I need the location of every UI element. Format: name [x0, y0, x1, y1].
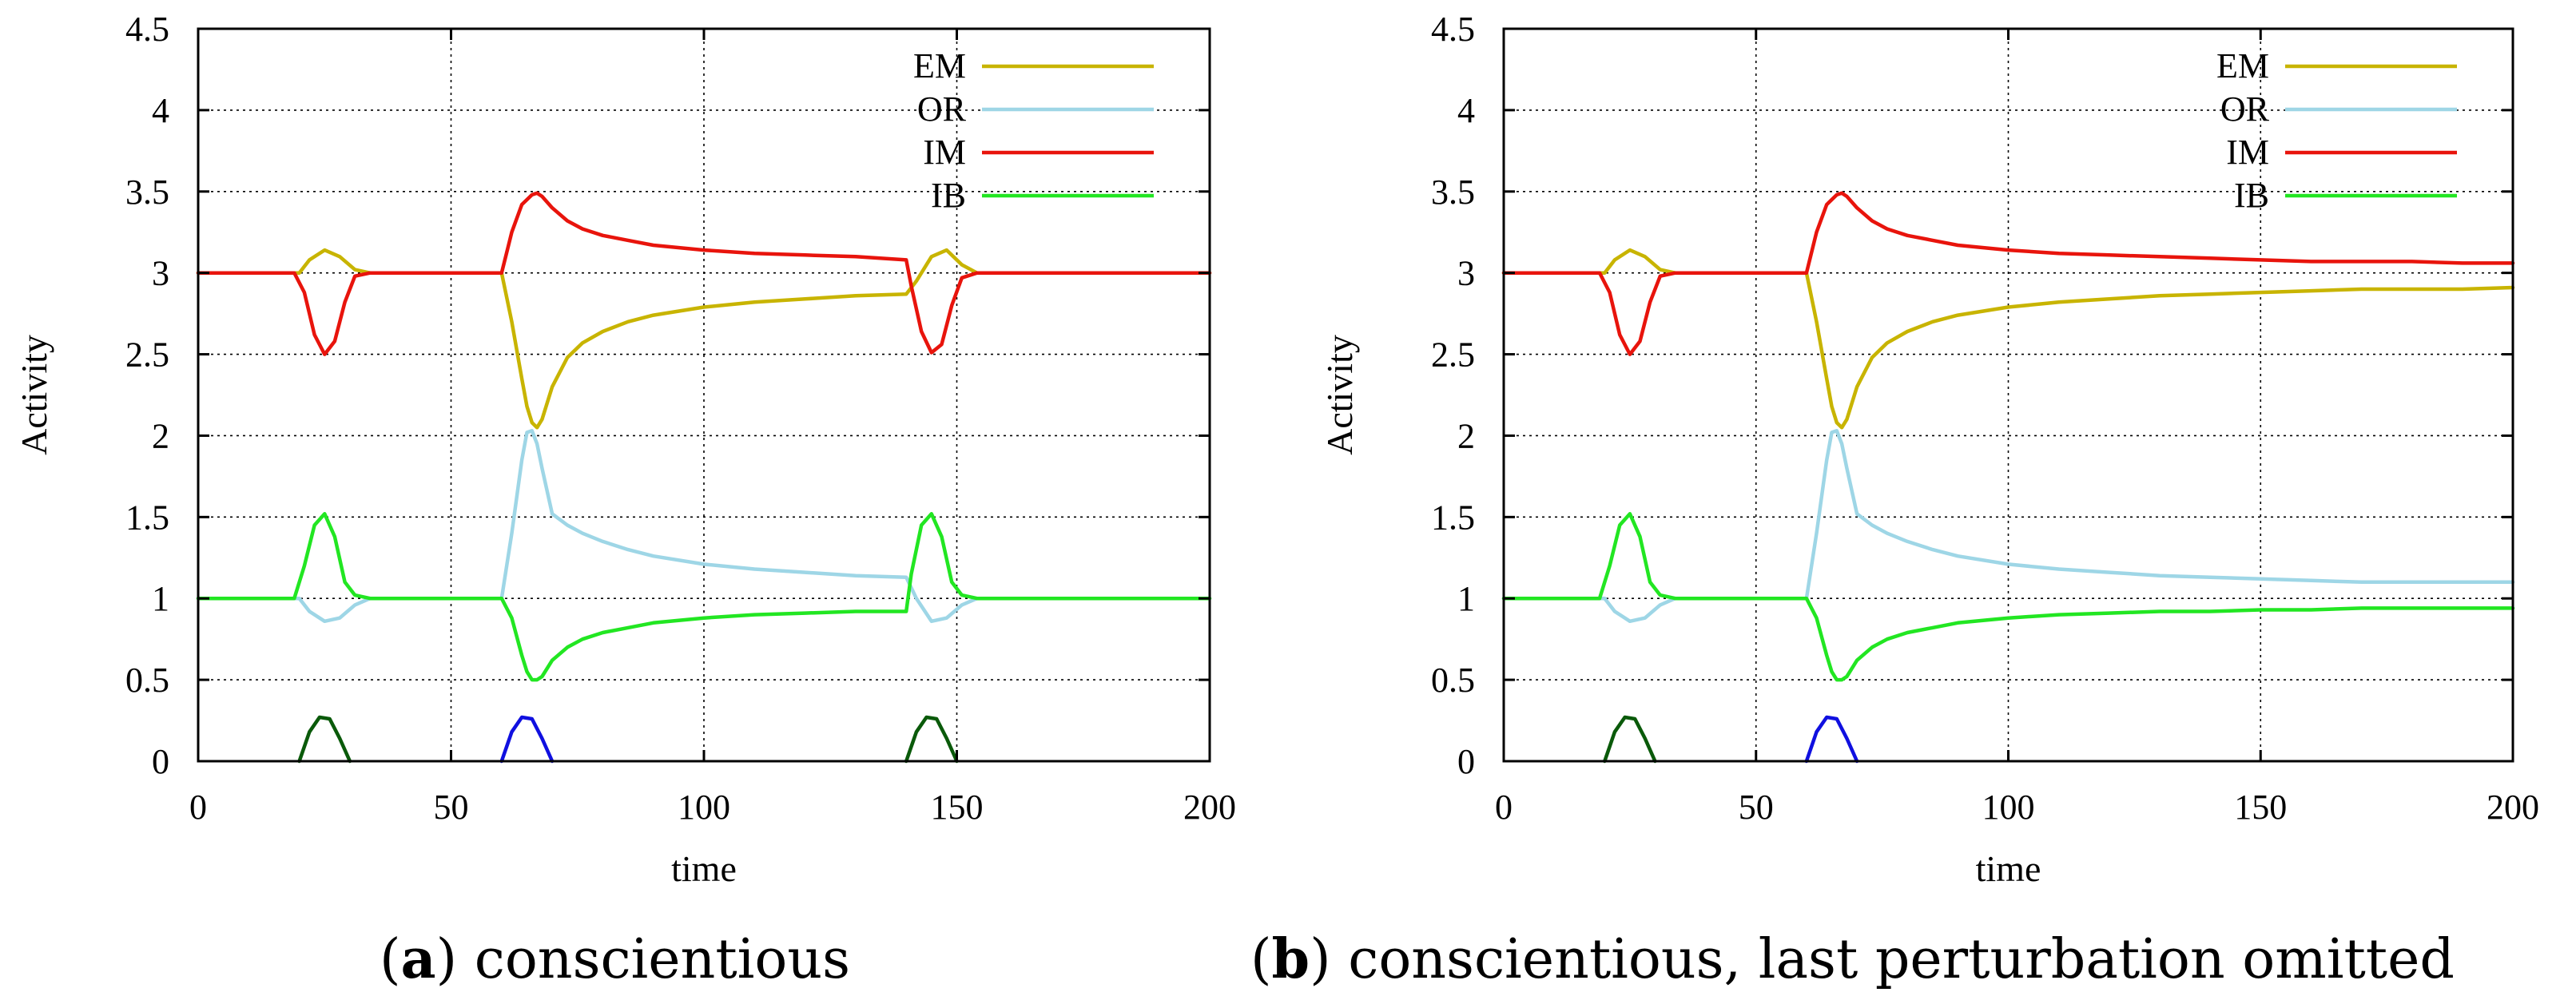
y-tick-label: 4.5 — [125, 10, 169, 49]
x-tick-label: 150 — [2234, 788, 2287, 827]
chart-panel-a: 0 50 100 150 200 0 0.5 1 1.5 2 2.5 3 3.5 4 4.5 time Acti… — [14, 10, 1236, 889]
perturbation-pulse — [1603, 715, 1657, 764]
y-tick-label: 1 — [152, 579, 169, 618]
legend: EM OR IM IB — [913, 46, 1154, 215]
caption-a-text: conscientious — [475, 928, 850, 991]
y-tick-label: 3.5 — [1431, 173, 1475, 212]
series-line-or — [196, 429, 1212, 624]
x-tick-label: 50 — [1739, 788, 1774, 827]
perturbation-pulse — [297, 715, 352, 764]
perturbation-pulse — [499, 715, 555, 764]
legend-label-em: EM — [2216, 46, 2269, 85]
x-axis-label: time — [1976, 848, 2041, 889]
y-tick-label: 2.5 — [125, 335, 169, 375]
x-tick-label: 100 — [1982, 788, 2035, 827]
y-tick-label: 1.5 — [125, 498, 169, 537]
series-line-im — [1501, 191, 2515, 356]
series-line-ib — [196, 512, 1212, 682]
caption-a: (a) conscientious — [380, 927, 850, 991]
y-tick-label: 1.5 — [1431, 498, 1475, 537]
series-line-em — [1501, 248, 2515, 430]
y-tick-label: 4 — [152, 91, 169, 130]
caption-b-text: conscientious, last perturbation omitted — [1348, 928, 2455, 991]
y-tick-label: 0 — [1457, 742, 1475, 781]
perturbation-pulse — [1804, 715, 1859, 764]
y-tick-label: 2 — [152, 416, 169, 455]
y-tick-label: 0.5 — [125, 661, 169, 700]
y-tick-label: 3 — [1457, 254, 1475, 293]
legend-label-or: OR — [917, 89, 967, 129]
legend-label-em: EM — [913, 46, 966, 85]
caption-b: (b) conscientious, last perturbation omi… — [1250, 927, 2455, 991]
y-axis-label: Activity — [1319, 335, 1360, 455]
x-tick-label: 50 — [434, 788, 469, 827]
y-tick-label: 0 — [152, 742, 169, 781]
legend-label-or: OR — [2220, 89, 2270, 129]
x-tick-label: 150 — [931, 788, 984, 827]
y-tick-label: 1 — [1457, 579, 1475, 618]
y-tick-label: 2 — [1457, 416, 1475, 455]
chart-panel-b: 0 50 100 150 200 0 0.5 1 1.5 2 2.5 3 3.5 4 4.5 time Acti… — [1319, 10, 2539, 889]
perturbation-pulse — [904, 715, 959, 764]
y-tick-label: 2.5 — [1431, 335, 1475, 375]
x-tick-label: 100 — [678, 788, 730, 827]
y-tick-label: 0.5 — [1431, 661, 1475, 700]
legend-label-im: IM — [923, 133, 966, 172]
x-axis-label: time — [671, 848, 737, 889]
y-axis-label: Activity — [14, 335, 54, 455]
x-tick-label: 0 — [189, 788, 207, 827]
legend-label-ib: IB — [2234, 176, 2269, 215]
legend-label-ib: IB — [931, 176, 966, 215]
y-tick-label: 4.5 — [1431, 10, 1475, 49]
x-tick-label: 0 — [1495, 788, 1513, 827]
x-tick-label: 200 — [2487, 788, 2539, 827]
series-group — [196, 191, 1212, 764]
series-group — [1501, 191, 2515, 764]
legend: EM OR IM IB — [2216, 46, 2457, 215]
x-tick-label: 200 — [1183, 788, 1236, 827]
series-line-im — [196, 191, 1212, 356]
caption-a-tag: a — [401, 927, 436, 991]
caption-b-tag: b — [1272, 927, 1310, 991]
series-line-or — [1501, 429, 2515, 624]
series-line-ib — [1501, 512, 2515, 682]
y-tick-label: 3.5 — [125, 173, 169, 212]
series-line-em — [196, 248, 1212, 430]
y-tick-label: 4 — [1457, 91, 1475, 130]
y-tick-label: 3 — [152, 254, 169, 293]
legend-label-im: IM — [2226, 133, 2269, 172]
